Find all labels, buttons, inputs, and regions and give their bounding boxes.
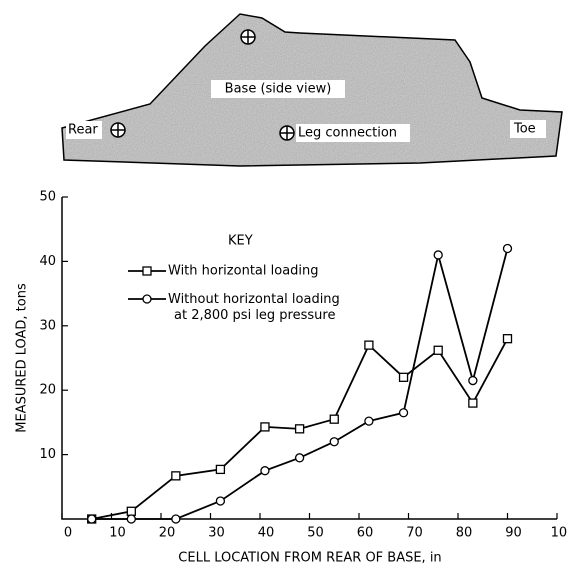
data-point <box>126 514 136 524</box>
data-point <box>294 453 305 463</box>
data-point <box>468 398 478 408</box>
y-axis-label: MEASURED LOAD, tons <box>15 283 30 433</box>
data-point <box>364 416 374 426</box>
annotation: Toe <box>513 122 536 137</box>
data-point <box>433 345 443 355</box>
x-tick-label: 80 <box>456 526 473 541</box>
series-line <box>91 338 509 520</box>
series-line <box>91 248 509 520</box>
legend-title: KEY <box>228 234 253 249</box>
x-tick-label: 10 <box>109 526 126 541</box>
x-tick-label: 40 <box>258 526 275 541</box>
legend-label: With horizontal loading <box>168 264 319 279</box>
data-point <box>171 514 181 524</box>
x-tick-label: 30 <box>208 526 225 541</box>
x-tick-label: 0 <box>64 526 72 541</box>
data-point <box>502 334 513 344</box>
data-point <box>260 466 270 476</box>
label-bg <box>66 121 102 139</box>
legend-marker <box>142 266 152 276</box>
label-bg <box>211 80 345 98</box>
y-tick-label: 10 <box>39 447 56 462</box>
data-point <box>294 424 305 434</box>
label-bg <box>296 124 410 142</box>
axes <box>61 197 557 520</box>
annotation: Base (side view) <box>225 82 332 97</box>
data-point <box>260 422 270 432</box>
x-tick-label: 90 <box>505 526 522 541</box>
legend-label: Without horizontal loading at 2,800 psi l… <box>168 292 340 323</box>
data-point <box>171 471 181 481</box>
data-point <box>329 414 339 424</box>
y-tick-label: 50 <box>39 190 56 205</box>
data-point <box>215 496 226 506</box>
label-bg <box>510 120 546 138</box>
legend-marker <box>142 294 152 304</box>
annotation: Rear <box>68 123 98 138</box>
cell-cross <box>111 30 294 140</box>
x-tick-label: 20 <box>159 526 176 541</box>
data-point <box>215 464 226 475</box>
data-point <box>398 408 409 418</box>
base-diagram: Rear Base (side view) Leg connection Toe <box>61 13 563 167</box>
data-point <box>329 437 339 447</box>
x-tick-label: 50 <box>307 526 324 541</box>
data-point <box>433 250 443 260</box>
data-point <box>126 506 136 516</box>
data-point <box>364 340 374 350</box>
x-tick-label: 60 <box>357 526 374 541</box>
x-tick-label: 100 <box>551 526 568 541</box>
x-axis-label: CELL LOCATION FROM REAR OF BASE, in <box>178 551 441 566</box>
data-point <box>468 375 478 386</box>
annotation: Leg connection <box>298 126 397 141</box>
x-tick-label: 70 <box>406 526 423 541</box>
base-outline <box>61 13 563 167</box>
y-tick-label: 40 <box>39 254 56 269</box>
y-tick-label: 20 <box>39 383 56 398</box>
y-tick-label: 30 <box>39 318 56 333</box>
data-point <box>87 514 97 524</box>
data-point <box>398 372 409 382</box>
data-point <box>502 243 513 254</box>
